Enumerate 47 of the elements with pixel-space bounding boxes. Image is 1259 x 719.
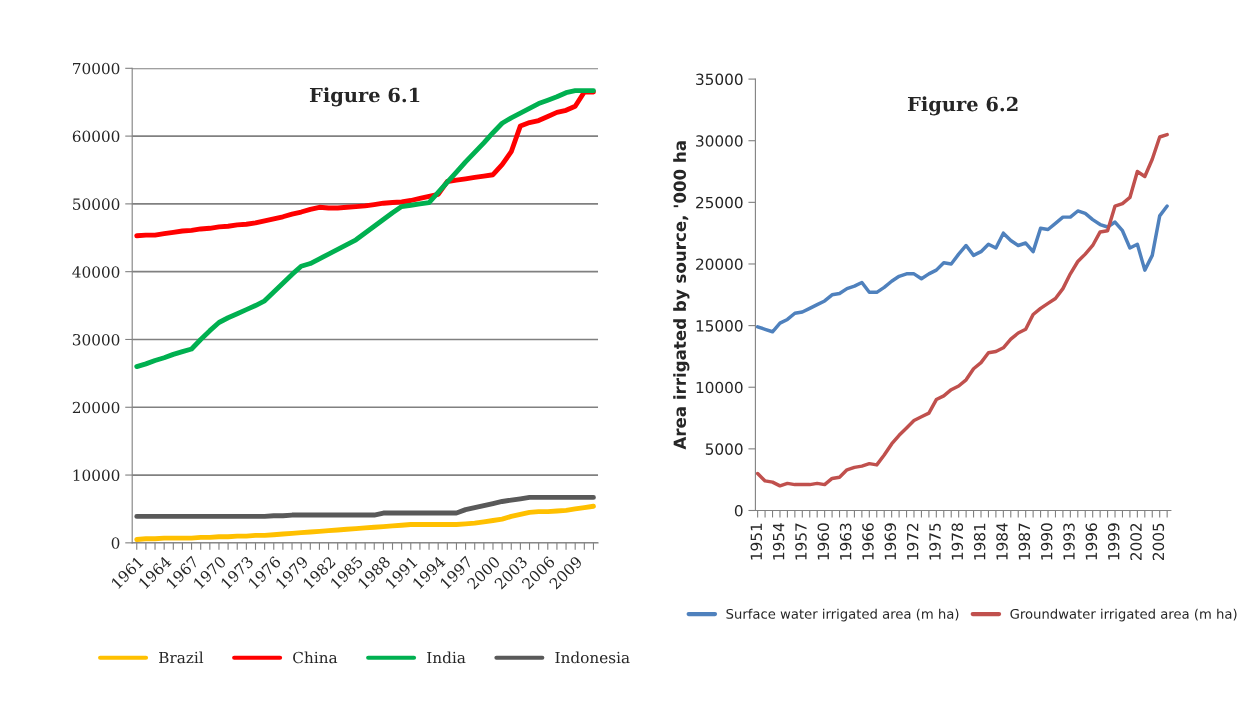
text: Figure 6.2 xyxy=(907,96,1018,116)
x-tick-label: 1960 xyxy=(817,523,830,560)
x-tick-label: 2002 xyxy=(1130,523,1142,561)
legend-label: Surface water irrigated area (m ha) xyxy=(726,608,959,622)
y-tick-label: 40000 xyxy=(72,266,120,278)
x-tick-label: 1951 xyxy=(750,523,763,560)
x-tick-label: 1990 xyxy=(1040,523,1053,560)
legend-label: Indonesia xyxy=(555,651,630,664)
legend-label: Groundwater irrigated area (m ha) xyxy=(1010,608,1237,622)
x-tick-label: 1996 xyxy=(1085,523,1098,560)
y-tick-label: 10000 xyxy=(696,381,743,394)
x-tick-label: 1957 xyxy=(795,523,807,560)
y-tick-label: 25000 xyxy=(696,196,743,209)
y-tick-label: 5000 xyxy=(705,443,743,455)
y-tick-label: 20000 xyxy=(72,401,120,414)
y-tick-label: 15000 xyxy=(696,320,743,332)
x-tick-label: 2005 xyxy=(1152,523,1165,561)
x-tick-label: 1993 xyxy=(1063,523,1075,560)
y-tick-label: 0 xyxy=(111,537,120,549)
x-tick-label: 1981 xyxy=(973,523,986,560)
x-tick-label: 1963 xyxy=(839,523,852,560)
x-tick-label: 1954 xyxy=(772,523,785,560)
y-tick-label: 30000 xyxy=(72,333,120,346)
x-tick-label: 1972 xyxy=(906,523,919,560)
x-tick-label: 1975 xyxy=(929,523,941,560)
x-tick-label: 1999 xyxy=(1107,523,1120,560)
y-tick-label: 0 xyxy=(734,504,743,517)
x-tick-label: 1978 xyxy=(951,523,964,560)
y-tick-label: 35000 xyxy=(696,73,743,86)
x-tick-label: 1969 xyxy=(884,523,897,560)
y-tick-label: 70000 xyxy=(73,62,120,75)
legend-label: Brazil xyxy=(159,651,204,664)
y-axis-title: Area irrigated by source, '000 ha xyxy=(673,141,690,450)
y-tick-label: 10000 xyxy=(73,469,120,482)
y-tick-label: 30000 xyxy=(696,135,743,147)
y-tick-label: 50000 xyxy=(73,198,120,210)
x-tick-label: 1966 xyxy=(862,523,874,560)
x-tick-label: 1984 xyxy=(996,523,1008,560)
line-series xyxy=(134,494,596,519)
legend-label: India xyxy=(427,651,466,664)
legend-label: China xyxy=(293,651,338,664)
y-tick-label: 20000 xyxy=(696,258,743,270)
x-tick-label: 1987 xyxy=(1018,523,1031,560)
line-series xyxy=(755,204,1169,334)
y-tick-label: 60000 xyxy=(72,130,120,143)
text: Figure 6.1 xyxy=(309,87,420,107)
line-series xyxy=(755,132,1169,488)
